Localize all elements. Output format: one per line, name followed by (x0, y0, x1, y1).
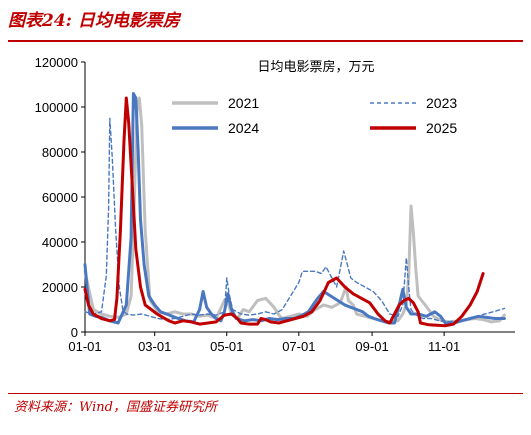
series-line-2025 (83, 96, 485, 328)
daily-box-office-chart: 0 20000 40000 60000 80000 100000 120000 01-01 03… (35, 55, 515, 354)
chart-legend: 2021 2023 2024 2025 (172, 95, 457, 136)
legend-label-2024: 2024 (228, 120, 259, 136)
chart-axes: 0 20000 40000 60000 80000 100000 120000 01-01 03… (35, 55, 515, 354)
y-tick-label: 0 (71, 325, 78, 340)
x-tick-label: 11-01 (428, 339, 460, 354)
title-divider (8, 40, 523, 42)
y-tick-label: 40000 (42, 235, 78, 250)
y-tick-label: 80000 (42, 145, 78, 160)
y-tick-label: 60000 (42, 190, 78, 205)
x-tick-label: 05-01 (210, 339, 243, 354)
series-line-2021 (83, 96, 506, 324)
x-tick-label: 09-01 (355, 339, 388, 354)
legend-label-2021: 2021 (228, 95, 259, 111)
y-tick-label: 100000 (35, 100, 78, 115)
chart-title: 日均电影票房，万元 (257, 59, 374, 74)
source-note: 资料来源：Wind，国盛证券研究所 (14, 400, 217, 415)
x-tick-label: 03-01 (138, 339, 171, 354)
x-tick-label: 07-01 (282, 339, 315, 354)
chart-plot-area (83, 92, 506, 328)
figure-title: 图表24: 日均电影票房 (8, 11, 180, 31)
y-tick-label: 20000 (42, 280, 78, 295)
y-tick-label: 120000 (35, 55, 78, 70)
legend-label-2023: 2023 (426, 95, 457, 111)
footer-divider (8, 393, 523, 394)
legend-label-2025: 2025 (426, 120, 457, 136)
series-line-2024 (83, 92, 506, 325)
x-tick-label: 01-01 (68, 339, 101, 354)
